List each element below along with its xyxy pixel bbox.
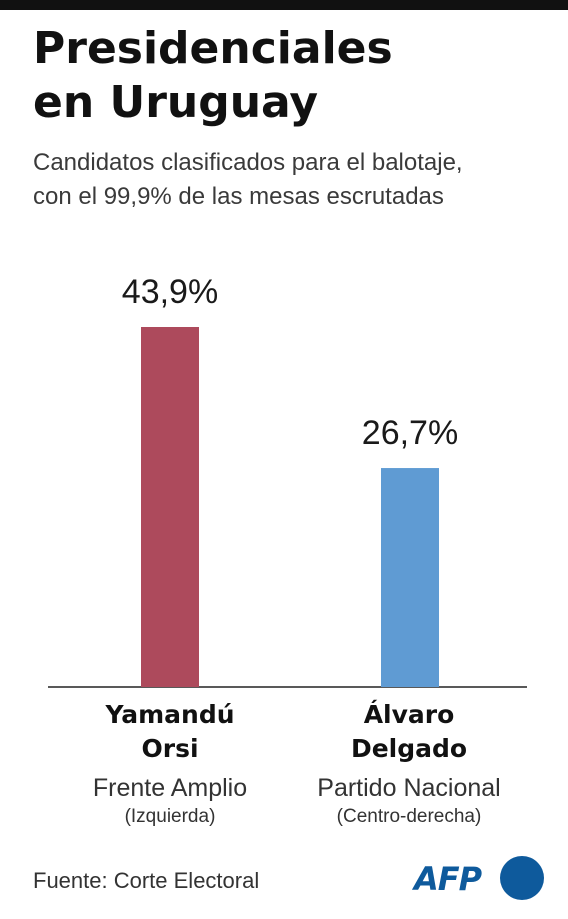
page-title: Presidenciales en Uruguay [33, 22, 553, 130]
candidate-name-line-2: Delgado [350, 734, 468, 763]
afp-logo-text: AFP [414, 860, 482, 898]
bar-2 [381, 468, 439, 687]
candidate-label-delgado: Álvaro Delgado Partido Nacional (Centro-… [289, 698, 529, 830]
subtitle-line-1: Candidatos clasificados para el balotaje… [33, 149, 463, 176]
title-line-1: Presidenciales [33, 23, 393, 74]
candidate-party: Frente Amplio [92, 774, 248, 802]
bar-1 [141, 327, 199, 687]
bar-chart: 43,9% 26,7% [48, 273, 527, 688]
candidate-leaning: (Centro-derecha) [336, 806, 482, 827]
top-rule [0, 0, 568, 10]
candidate-party: Partido Nacional [317, 774, 501, 802]
subtitle-line-2: con el 99,9% de las mesas escrutadas [33, 183, 444, 210]
candidate-name: Yamandú Orsi [50, 698, 290, 766]
afp-logo: AFP [414, 855, 544, 901]
title-line-2: en Uruguay [33, 77, 319, 128]
candidate-leaning: (Izquierda) [124, 806, 216, 827]
candidate-label-orsi: Yamandú Orsi Frente Amplio (Izquierda) [50, 698, 290, 830]
candidate-name-line-1: Yamandú [105, 700, 235, 729]
subtitle: Candidatos clasificados para el balotaje… [33, 146, 558, 214]
bar-value-label-1: 43,9% [122, 273, 218, 311]
source-note: Fuente: Corte Electoral [33, 868, 260, 893]
candidate-name: Álvaro Delgado [289, 698, 529, 766]
bar-value-label-2: 26,7% [362, 414, 458, 452]
candidate-name-line-1: Álvaro [363, 700, 455, 729]
afp-logo-dot [500, 856, 544, 900]
candidate-name-line-2: Orsi [141, 734, 199, 763]
